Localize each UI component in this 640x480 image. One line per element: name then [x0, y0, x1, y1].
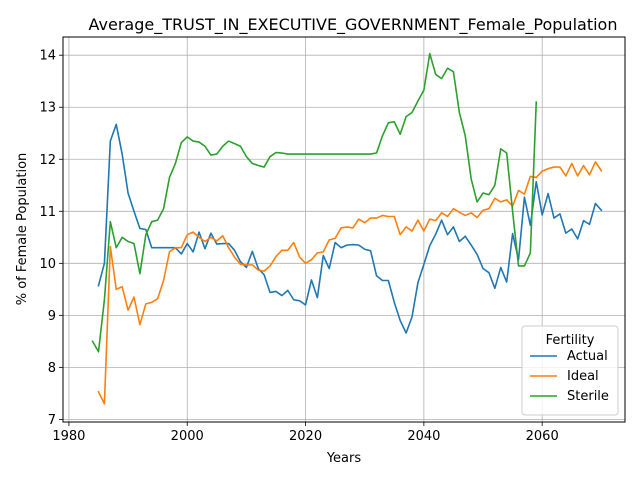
y-axis-label: % of Female Population	[15, 153, 30, 306]
y-tick-label: 14	[39, 49, 56, 64]
legend-label-ideal: Ideal	[567, 369, 599, 384]
y-tick-label: 7	[48, 413, 56, 428]
y-tick-label: 8	[48, 361, 56, 376]
series-line-ideal	[97, 161, 603, 405]
x-tick-label: 2020	[289, 429, 322, 444]
series-line-sterile	[91, 52, 538, 353]
plot-frame	[62, 36, 626, 423]
legend-label-actual: Actual	[567, 349, 608, 364]
series-layer	[91, 52, 603, 405]
y-tick-label: 9	[48, 309, 56, 324]
x-tick-label: 2040	[407, 429, 440, 444]
legend-title: Fertility	[546, 333, 595, 348]
y-tick-label: 11	[39, 205, 56, 220]
chart-title: Average_TRUST_IN_EXECUTIVE_GOVERNMENT_Fe…	[89, 15, 618, 35]
y-tick-label: 10	[39, 257, 56, 272]
legend-entries: Actual Ideal Sterile	[530, 349, 609, 404]
y-tick-label: 12	[39, 153, 56, 168]
x-tick-label: 2000	[171, 429, 204, 444]
legend: Fertility Actual Ideal Sterile	[521, 325, 619, 416]
y-axis-ticks: 7 8 9 10 11 12 13 14	[39, 49, 63, 428]
x-tick-label: 2060	[526, 429, 559, 444]
legend-label-sterile: Sterile	[567, 389, 609, 404]
x-axis-ticks: 1980 2000 2020 2040 2060	[52, 422, 559, 444]
x-axis-label: Years	[326, 451, 362, 466]
legend-box	[521, 325, 619, 416]
x-tick-label: 1980	[52, 429, 85, 444]
y-tick-label: 13	[39, 101, 56, 116]
